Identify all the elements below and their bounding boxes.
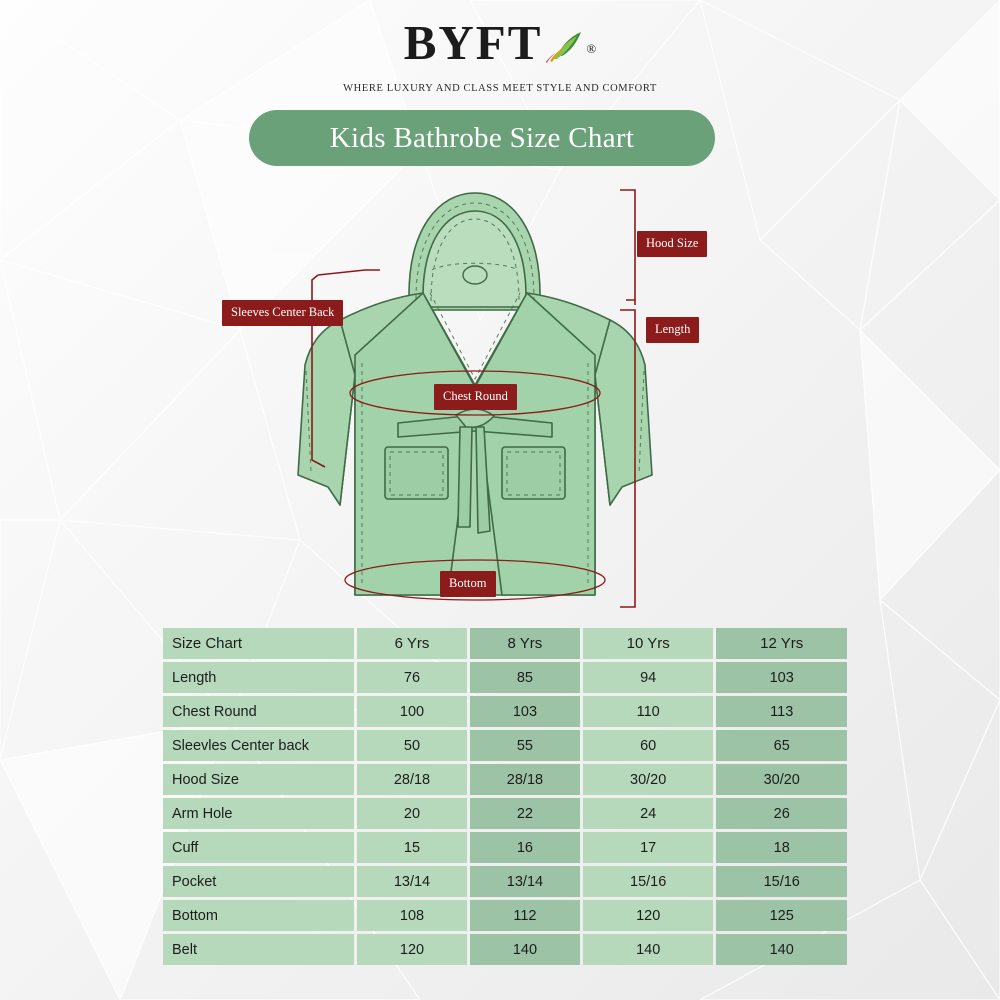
table-cell: 140 xyxy=(582,934,714,965)
table-cell: 65 xyxy=(716,730,847,761)
table-row-label: Pocket xyxy=(163,866,354,897)
table-cell: 113 xyxy=(716,696,847,727)
table-row: Arm Hole 20 22 24 26 xyxy=(163,798,847,829)
table-cell: 15 xyxy=(357,832,467,863)
table-cell: 28/18 xyxy=(357,764,467,795)
label-sleeves-center-back: Sleeves Center Back xyxy=(222,300,344,326)
table-cell: 140 xyxy=(716,934,847,965)
table-cell: 85 xyxy=(469,662,580,693)
table-cell: 110 xyxy=(582,696,714,727)
table-row: Bottom 108 112 120 125 xyxy=(163,900,847,931)
table-row-label: Bottom xyxy=(163,900,354,931)
page-title: Kids Bathrobe Size Chart xyxy=(329,121,635,154)
table-cell: 15/16 xyxy=(716,866,847,897)
table-row: Chest Round 100 103 110 113 xyxy=(163,696,847,727)
table-cell: 24 xyxy=(582,798,714,829)
bathrobe-illustration xyxy=(180,175,820,620)
table-cell: 28/18 xyxy=(469,764,580,795)
table-row: Length 76 85 94 103 xyxy=(163,662,847,693)
table-row-label: Chest Round xyxy=(163,696,354,727)
table-cell: 60 xyxy=(582,730,714,761)
table-header-cell: 10 Yrs xyxy=(582,628,714,659)
table-cell: 103 xyxy=(469,696,580,727)
brand-tagline: WHERE LUXURY AND CLASS MEET STYLE AND CO… xyxy=(343,83,657,95)
table-cell: 112 xyxy=(469,900,580,931)
table-cell: 120 xyxy=(357,934,467,965)
table-cell: 30/20 xyxy=(716,764,847,795)
table-row: Hood Size 28/18 28/18 30/20 30/20 xyxy=(163,764,847,795)
table-header-label: Size Chart xyxy=(163,628,354,659)
page-title-banner: Kids Bathrobe Size Chart xyxy=(249,110,715,166)
table-cell: 120 xyxy=(582,900,714,931)
brand-header: BYFT ® WHERE LUXURY AND CLASS MEET STYLE… xyxy=(0,18,1000,94)
label-bottom: Bottom xyxy=(440,571,496,597)
table-cell: 125 xyxy=(716,900,847,931)
size-chart-table: Size Chart 6 Yrs 8 Yrs 10 Yrs 12 Yrs Length 76… xyxy=(160,625,850,968)
table-header-cell: 8 Yrs xyxy=(469,628,580,659)
label-hood-size: Hood Size xyxy=(637,231,708,257)
table-row-label: Arm Hole xyxy=(163,798,354,829)
table-cell: 13/14 xyxy=(357,866,467,897)
table-row-label: Cuff xyxy=(163,832,354,863)
leaf-icon xyxy=(544,29,584,68)
table-cell: 108 xyxy=(357,900,467,931)
table-header-row: Size Chart 6 Yrs 8 Yrs 10 Yrs 12 Yrs xyxy=(163,628,847,659)
table-header-cell: 12 Yrs xyxy=(716,628,847,659)
table-row: Cuff 15 16 17 18 xyxy=(163,832,847,863)
table-cell: 55 xyxy=(469,730,580,761)
table-row: Pocket 13/14 13/14 15/16 15/16 xyxy=(163,866,847,897)
table-cell: 16 xyxy=(469,832,580,863)
label-length: Length xyxy=(646,317,700,343)
table-cell: 140 xyxy=(469,934,580,965)
table-cell: 50 xyxy=(357,730,467,761)
brand-name: BYFT xyxy=(403,15,543,70)
size-chart-table-wrapper: Size Chart 6 Yrs 8 Yrs 10 Yrs 12 Yrs Length 76… xyxy=(160,625,850,968)
table-row: Belt 120 140 140 140 xyxy=(163,934,847,965)
table-cell: 22 xyxy=(469,798,580,829)
table-row-label: Hood Size xyxy=(163,764,354,795)
table-row-label: Belt xyxy=(163,934,354,965)
label-chest-round: Chest Round xyxy=(434,384,517,410)
table-cell: 18 xyxy=(716,832,847,863)
table-cell: 76 xyxy=(357,662,467,693)
table-cell: 30/20 xyxy=(582,764,714,795)
table-cell: 26 xyxy=(716,798,847,829)
table-row-label: Sleevles Center back xyxy=(163,730,354,761)
table-cell: 94 xyxy=(582,662,714,693)
table-cell: 17 xyxy=(582,832,714,863)
table-cell: 103 xyxy=(716,662,847,693)
table-cell: 15/16 xyxy=(582,866,714,897)
table-cell: 13/14 xyxy=(469,866,580,897)
size-chart-body: Size Chart 6 Yrs 8 Yrs 10 Yrs 12 Yrs Length 76… xyxy=(163,628,847,965)
table-row: Sleevles Center back 50 55 60 65 xyxy=(163,730,847,761)
registered-mark: ® xyxy=(586,40,597,56)
table-cell: 20 xyxy=(357,798,467,829)
table-row-label: Length xyxy=(163,662,354,693)
table-header-cell: 6 Yrs xyxy=(357,628,467,659)
table-cell: 100 xyxy=(357,696,467,727)
